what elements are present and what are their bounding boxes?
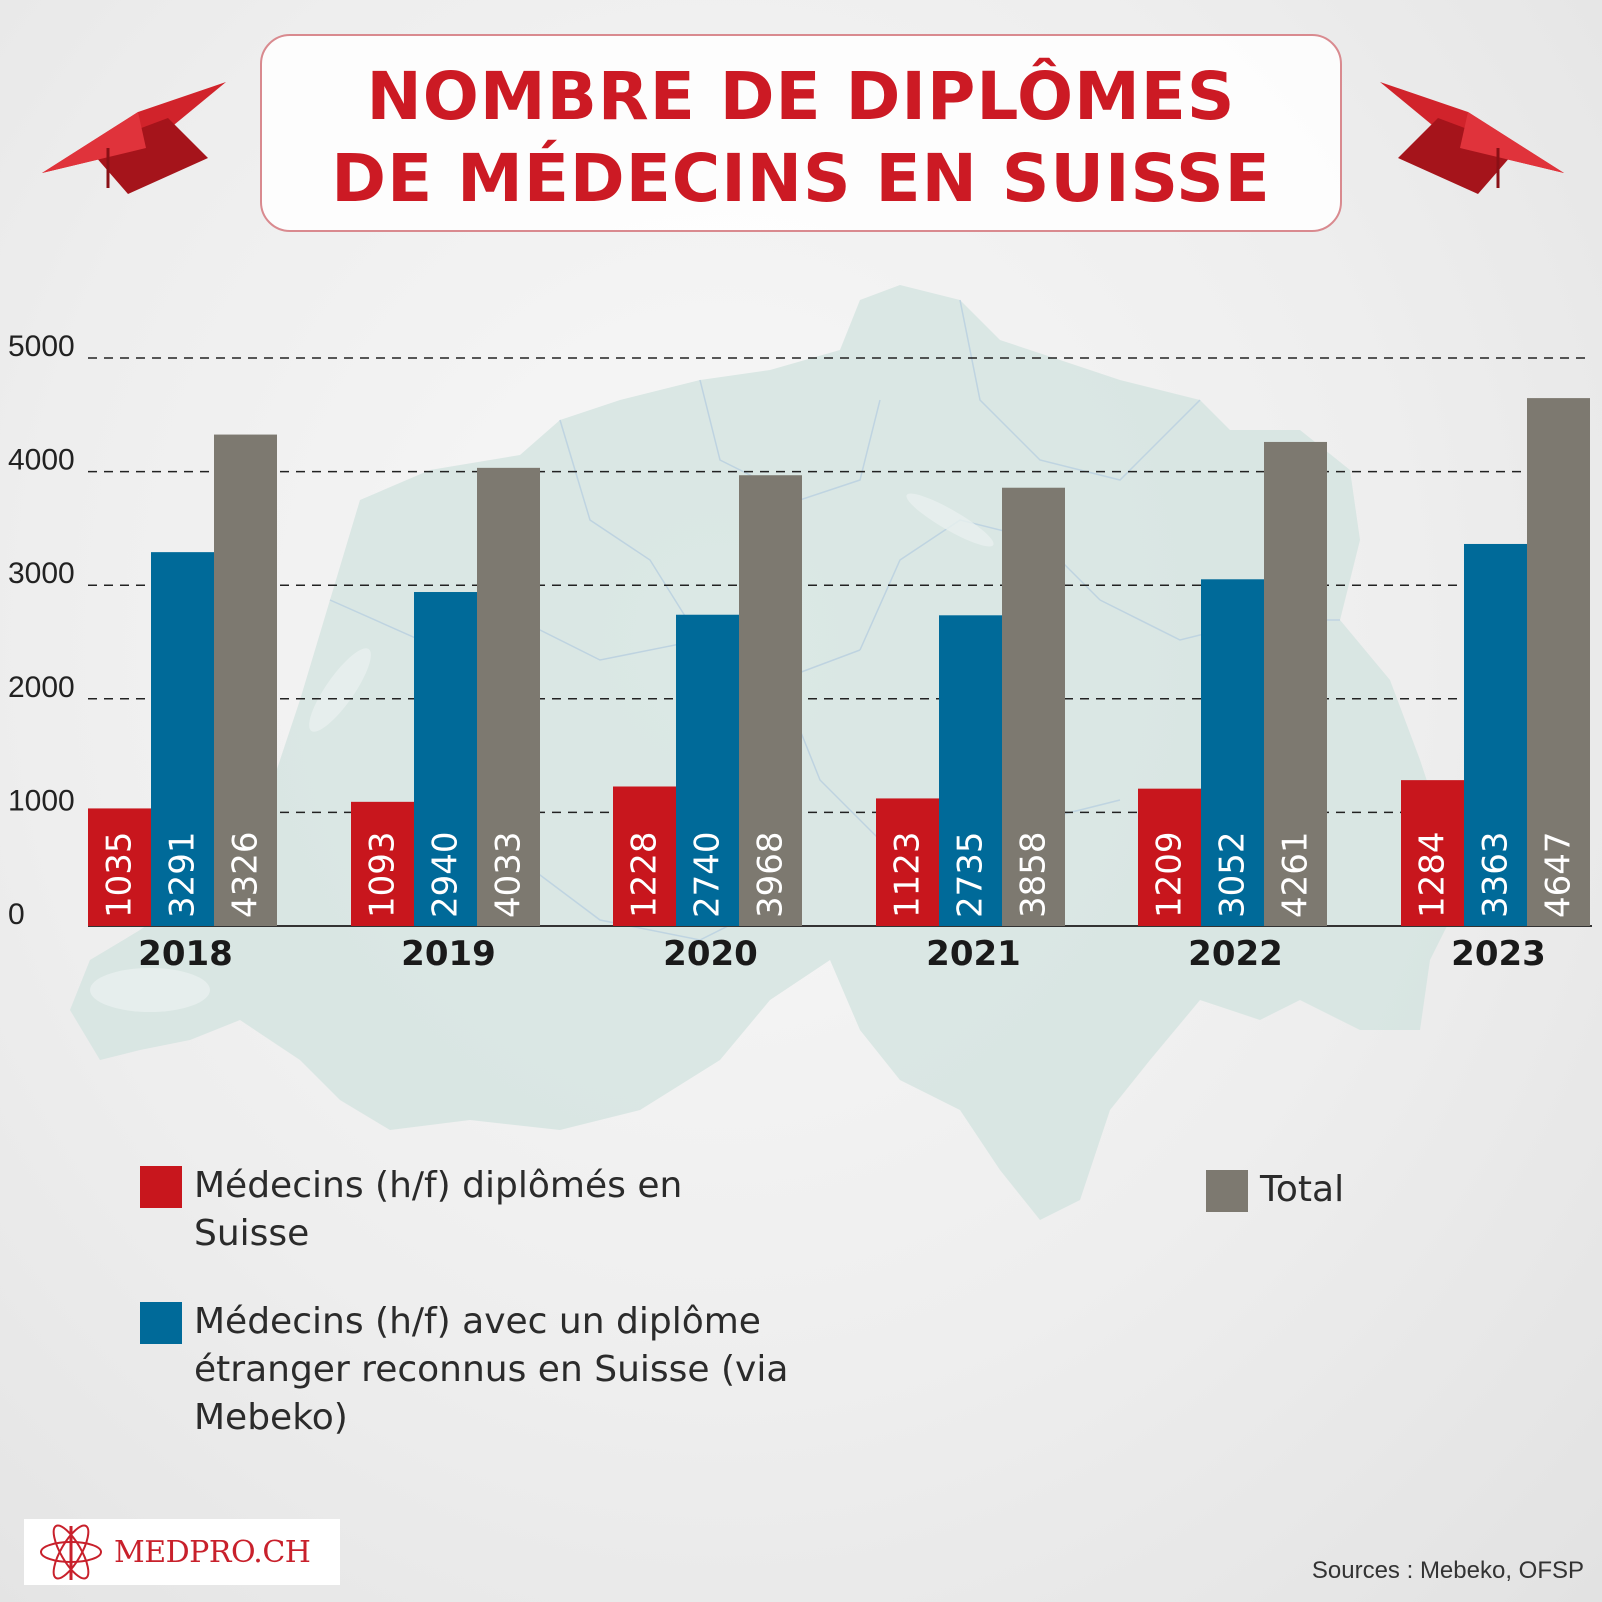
bar-2023-total (1527, 398, 1590, 926)
legend-item-foreign: Médecins (h/f) avec un diplôme étranger … (140, 1298, 788, 1442)
lake-zurich (906, 493, 994, 547)
x-category-label: 2022 (1188, 934, 1283, 974)
bar-2018-swiss (88, 808, 151, 926)
title-box: NOMBRE DE DIPLÔMES DE MÉDECINS EN SUISSE (260, 34, 1342, 232)
bar-value-label: 2740 (688, 831, 728, 918)
x-category-label: 2018 (138, 934, 233, 974)
legend-label-foreign-line3: Mebeko) (194, 1397, 348, 1438)
x-category-label: 2021 (926, 934, 1021, 974)
y-tick-label: 2000 (8, 671, 75, 704)
bar-2023-foreign (1464, 543, 1527, 926)
legend-label-swiss-line1: Médecins (h/f) diplômés en (194, 1165, 683, 1206)
x-category-label: 2023 (1451, 934, 1546, 974)
bar-value-label: 1123 (888, 831, 928, 918)
bar-2022-swiss (1138, 788, 1201, 926)
bar-2019-total (477, 467, 540, 926)
bar-2020-foreign (676, 614, 739, 926)
legend-label-total: Total (1260, 1169, 1345, 1210)
legend-item-swiss: Médecins (h/f) diplômés en Suisse (140, 1162, 682, 1258)
legend-label-foreign-line1: Médecins (h/f) avec un diplôme (194, 1301, 761, 1342)
bar-value-label: 1093 (363, 831, 403, 918)
logo-text: MEDPRO.CH (114, 1534, 311, 1570)
bar-value-label: 3968 (751, 831, 791, 918)
bar-value-label: 1035 (100, 831, 140, 918)
bar-2020-swiss (613, 786, 676, 926)
legend-swatch-foreign (140, 1302, 182, 1344)
lake-neuchatel (309, 648, 371, 732)
sources-note: Sources : Mebeko, OFSP (1311, 1557, 1584, 1584)
bar-value-label: 2735 (951, 831, 991, 918)
bar-value-label: 3291 (163, 831, 203, 918)
x-category-label: 2019 (401, 934, 496, 974)
bar-value-label: 3052 (1213, 831, 1253, 918)
y-tick-label: 5000 (8, 330, 75, 363)
legend-label-swiss: Médecins (h/f) diplômés en Suisse (194, 1162, 682, 1258)
bar-value-label: 1209 (1150, 831, 1190, 918)
chart-title-line-2: DE MÉDECINS EN SUISSE (331, 140, 1271, 217)
legend-swatch-swiss (140, 1166, 182, 1208)
lake-geneva (90, 968, 210, 1012)
bar-value-label: 4033 (489, 831, 529, 918)
x-category-label: 2020 (663, 934, 758, 974)
bar-2019-foreign (414, 592, 477, 926)
chart-title-line-1: NOMBRE DE DIPLÔMES (366, 58, 1236, 135)
bar-value-label: 4326 (226, 831, 266, 918)
bar-2022-foreign (1201, 579, 1264, 926)
bar-value-label: 1284 (1413, 831, 1453, 918)
bar-value-label: 2940 (426, 831, 466, 918)
y-tick-label: 1000 (8, 784, 75, 817)
bar-2018-total (214, 434, 277, 926)
medpro-logo[interactable]: MEDPRO.CH (24, 1519, 340, 1585)
bar-value-label: 1228 (625, 831, 665, 918)
bar-value-label: 4647 (1539, 831, 1579, 918)
bar-2019-swiss (351, 801, 414, 926)
bar-2021-foreign (939, 615, 1002, 926)
bar-2020-total (739, 475, 802, 926)
y-tick-label: 3000 (8, 557, 75, 590)
legend-label-foreign-line2: étranger reconnus en Suisse (via (194, 1349, 789, 1390)
bar-2021-total (1002, 487, 1065, 926)
bar-value-label: 3363 (1476, 831, 1516, 918)
graduation-cap-icon (42, 82, 226, 194)
bar-2021-swiss (876, 798, 939, 926)
legend-item-total: Total (1206, 1166, 1344, 1214)
bar-2022-total (1264, 441, 1327, 926)
legend-swatch-total (1206, 1170, 1248, 1212)
y-tick-label: 0 (8, 898, 25, 931)
graduation-cap-icon (1380, 82, 1564, 194)
bar-2023-swiss (1401, 780, 1464, 926)
bar-2018-foreign (151, 552, 214, 926)
caduceus-atom-icon (40, 1524, 102, 1580)
bar-value-label: 4261 (1276, 831, 1316, 918)
legend-label-foreign: Médecins (h/f) avec un diplôme étranger … (194, 1298, 788, 1442)
y-tick-label: 4000 (8, 444, 75, 477)
bar-value-label: 3858 (1014, 831, 1054, 918)
legend-label-swiss-line2: Suisse (194, 1213, 310, 1254)
